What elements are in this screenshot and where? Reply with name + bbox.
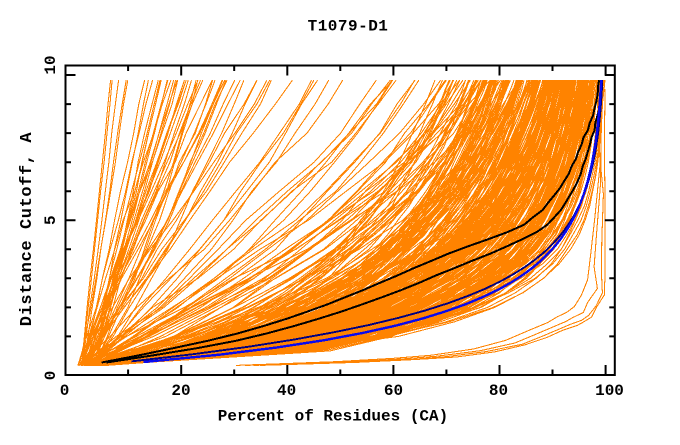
svg-text:80: 80 [489,382,508,400]
svg-text:60: 60 [384,382,403,400]
svg-text:0: 0 [60,382,70,400]
svg-text:T1079-D1: T1079-D1 [308,18,389,36]
svg-text:10: 10 [42,55,60,74]
svg-text:5: 5 [42,215,60,225]
svg-text:40: 40 [277,382,296,400]
svg-text:20: 20 [171,382,190,400]
svg-text:100: 100 [595,382,624,400]
svg-text:0: 0 [42,371,60,381]
svg-text:Percent of Residues (CA): Percent of Residues (CA) [218,408,448,426]
svg-text:Distance Cutoff, A: Distance Cutoff, A [18,132,37,327]
